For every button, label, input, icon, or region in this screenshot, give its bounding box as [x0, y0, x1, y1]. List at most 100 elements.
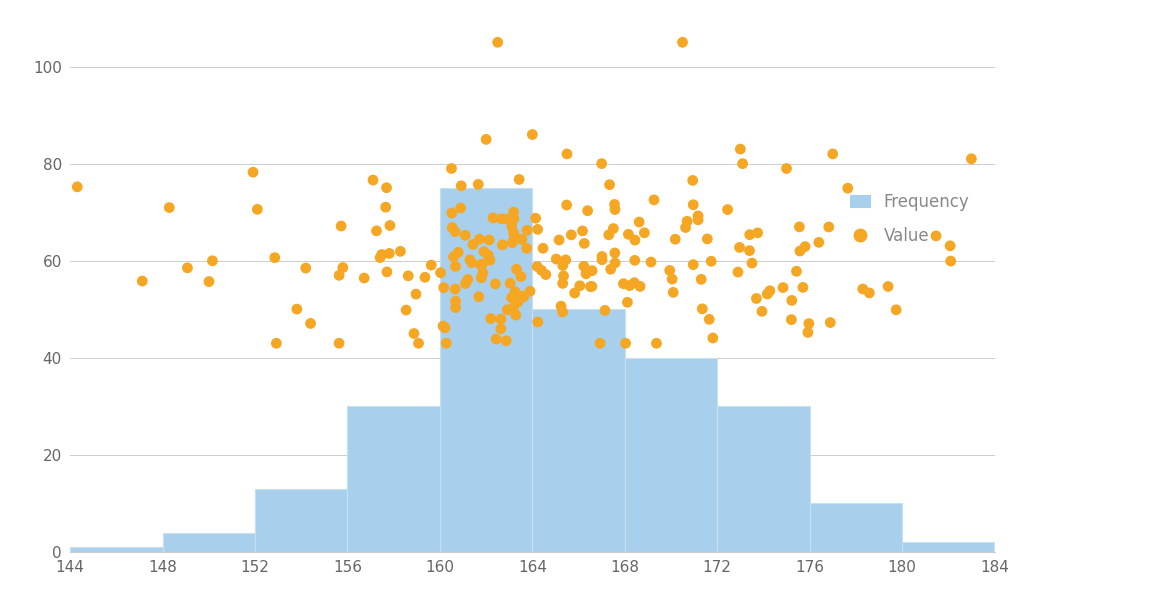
Point — [619, 230, 638, 239]
Point — [553, 278, 572, 288]
Point — [380, 221, 399, 230]
Point — [456, 230, 475, 240]
Point — [729, 267, 748, 277]
Bar — [440, 188, 532, 552]
Point — [574, 262, 593, 271]
Point — [591, 338, 610, 348]
Point — [470, 234, 489, 244]
Point — [407, 289, 426, 299]
Point — [758, 289, 777, 299]
Point — [691, 275, 710, 284]
Point — [330, 271, 349, 280]
Point — [962, 154, 980, 164]
Point — [746, 293, 765, 303]
Point — [596, 305, 614, 315]
Bar — [70, 547, 163, 552]
Point — [676, 223, 695, 232]
Point — [472, 260, 490, 269]
Point — [604, 224, 622, 233]
Point — [415, 272, 434, 282]
Point — [783, 296, 801, 305]
Point — [600, 180, 619, 190]
Point — [461, 255, 480, 265]
Point — [562, 230, 580, 239]
Point — [718, 205, 737, 214]
Point — [700, 314, 718, 324]
Point — [684, 260, 703, 269]
Point — [475, 247, 494, 256]
Point — [626, 256, 645, 265]
Point — [446, 262, 464, 271]
Point — [743, 258, 762, 268]
Point — [512, 235, 531, 244]
Point — [677, 217, 696, 226]
Point — [491, 314, 510, 324]
Point — [481, 255, 500, 265]
Point — [367, 226, 386, 236]
Point — [502, 293, 521, 302]
Point — [552, 301, 571, 311]
Point — [660, 266, 679, 275]
Legend: Frequency, Value: Frequency, Value — [834, 176, 986, 262]
Point — [641, 257, 660, 267]
Point — [296, 263, 315, 273]
Point — [397, 305, 415, 315]
Bar — [810, 503, 902, 552]
Point — [793, 283, 812, 292]
Bar — [255, 489, 347, 552]
Point — [734, 159, 752, 169]
Point — [435, 323, 454, 332]
Point — [941, 241, 959, 251]
Point — [378, 267, 397, 277]
Point — [571, 281, 590, 290]
Point — [731, 144, 750, 154]
Point — [532, 266, 551, 275]
Point — [606, 205, 625, 214]
Point — [509, 297, 528, 307]
Point — [463, 239, 482, 249]
Point — [626, 235, 645, 245]
Point — [583, 281, 601, 291]
Point — [573, 226, 592, 236]
Point — [204, 256, 222, 266]
Point — [631, 281, 649, 291]
Point — [377, 183, 395, 193]
Point — [434, 283, 453, 292]
Point — [887, 305, 906, 314]
Point — [663, 287, 682, 297]
Point — [565, 288, 584, 298]
Point — [689, 211, 708, 221]
Point — [510, 175, 529, 184]
Point — [498, 305, 517, 314]
Point — [243, 167, 262, 177]
Point — [555, 271, 573, 281]
Point — [332, 221, 351, 231]
Point — [178, 263, 197, 272]
Point — [773, 283, 792, 292]
Point — [635, 228, 654, 238]
Point — [593, 255, 612, 265]
Point — [434, 322, 453, 331]
Point — [511, 272, 530, 281]
Point — [469, 292, 488, 302]
Point — [574, 239, 593, 248]
Point — [673, 37, 691, 47]
Point — [515, 292, 534, 301]
Point — [504, 214, 523, 223]
Point — [472, 273, 490, 283]
Point — [599, 230, 618, 239]
Point — [301, 319, 319, 328]
Point — [684, 200, 703, 209]
Point — [581, 282, 600, 292]
Bar — [532, 309, 625, 552]
Point — [824, 149, 842, 159]
Point — [618, 298, 636, 307]
Point — [819, 222, 838, 232]
Point — [821, 318, 840, 328]
Bar — [717, 406, 810, 552]
Point — [330, 338, 349, 348]
Point — [799, 319, 818, 328]
Point — [749, 228, 768, 238]
Point — [605, 248, 624, 258]
Point — [839, 184, 858, 193]
